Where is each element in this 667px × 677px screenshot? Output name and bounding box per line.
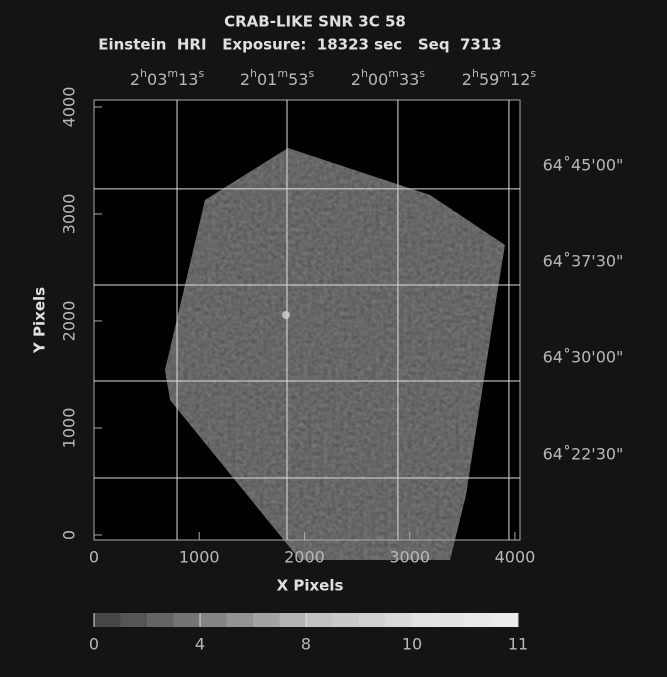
colorbar-segment [280,613,307,627]
y-tick-label: 4000 [60,87,79,128]
colorbar-segment [333,613,360,627]
ra-number: 2 [240,70,250,89]
x-axis-label: X Pixels [277,577,344,595]
ra-number: 53 [288,70,308,89]
dec-label: 64˚30'00" [543,347,624,366]
colorbar-segment [359,613,386,627]
colorbar-segment [200,613,227,627]
colorbar-segment [147,613,174,627]
ra-number: 03 [147,70,167,89]
colorbar-label: 10 [402,635,422,654]
colorbar-segment [492,613,519,627]
x-tick-label: 3000 [389,548,430,567]
chart-subtitle: Einstein HRI Exposure: 18323 sec Seq 731… [98,36,502,54]
colorbar-segment [94,613,121,627]
ra-unit: h [472,67,479,80]
ra-number: 59 [479,70,499,89]
ra-unit: h [140,67,147,80]
colorbar-segment [412,613,439,627]
ra-unit: m [388,67,399,80]
colorbar-segment [121,613,148,627]
ra-number: 33 [399,70,419,89]
y-tick-label: 1000 [60,408,79,449]
ra-number: 12 [510,70,530,89]
chart: CRAB-LIKE SNR 3C 58 Einstein HRI Exposur… [0,0,667,677]
colorbar-segment [306,613,333,627]
dec-label: 64˚22'30" [543,444,624,463]
ra-unit: m [167,67,178,80]
ra-number: 13 [178,70,198,89]
ra-number: 00 [368,70,388,89]
ra-unit: s [419,67,425,80]
pulsar-source [282,311,290,319]
ra-number: 2 [130,70,140,89]
x-tick-label: 1000 [179,548,220,567]
y-tick-label: 0 [60,530,79,540]
ra-number: 2 [351,70,361,89]
ra-unit: s [308,67,314,80]
colorbar-segment [174,613,201,627]
ra-number: 01 [257,70,277,89]
chart-title: CRAB-LIKE SNR 3C 58 [224,13,406,31]
colorbar-segment [439,613,466,627]
y-tick-label: 3000 [60,194,79,235]
colorbar-segment [227,613,254,627]
y-tick-label: 2000 [60,301,79,342]
colorbar-label: 4 [195,635,205,654]
colorbar-label: 8 [301,635,311,654]
x-tick-label: 0 [89,548,99,567]
x-tick-label: 2000 [284,548,325,567]
colorbar-segment [386,613,413,627]
dec-label: 64˚45'00" [543,155,624,174]
ra-unit: h [361,67,368,80]
colorbar-label: 11 [508,635,528,654]
ra-unit: m [277,67,288,80]
ra-unit: h [250,67,257,80]
colorbar-label: 0 [89,635,99,654]
ra-unit: m [499,67,510,80]
ra-number: 2 [462,70,472,89]
x-tick-label: 4000 [495,548,536,567]
ra-unit: s [530,67,536,80]
colorbar-segment [465,613,492,627]
y-axis-label: Y Pixels [31,287,49,354]
ra-unit: s [198,67,204,80]
dec-label: 64˚37'30" [543,252,624,271]
colorbar-segment [253,613,280,627]
